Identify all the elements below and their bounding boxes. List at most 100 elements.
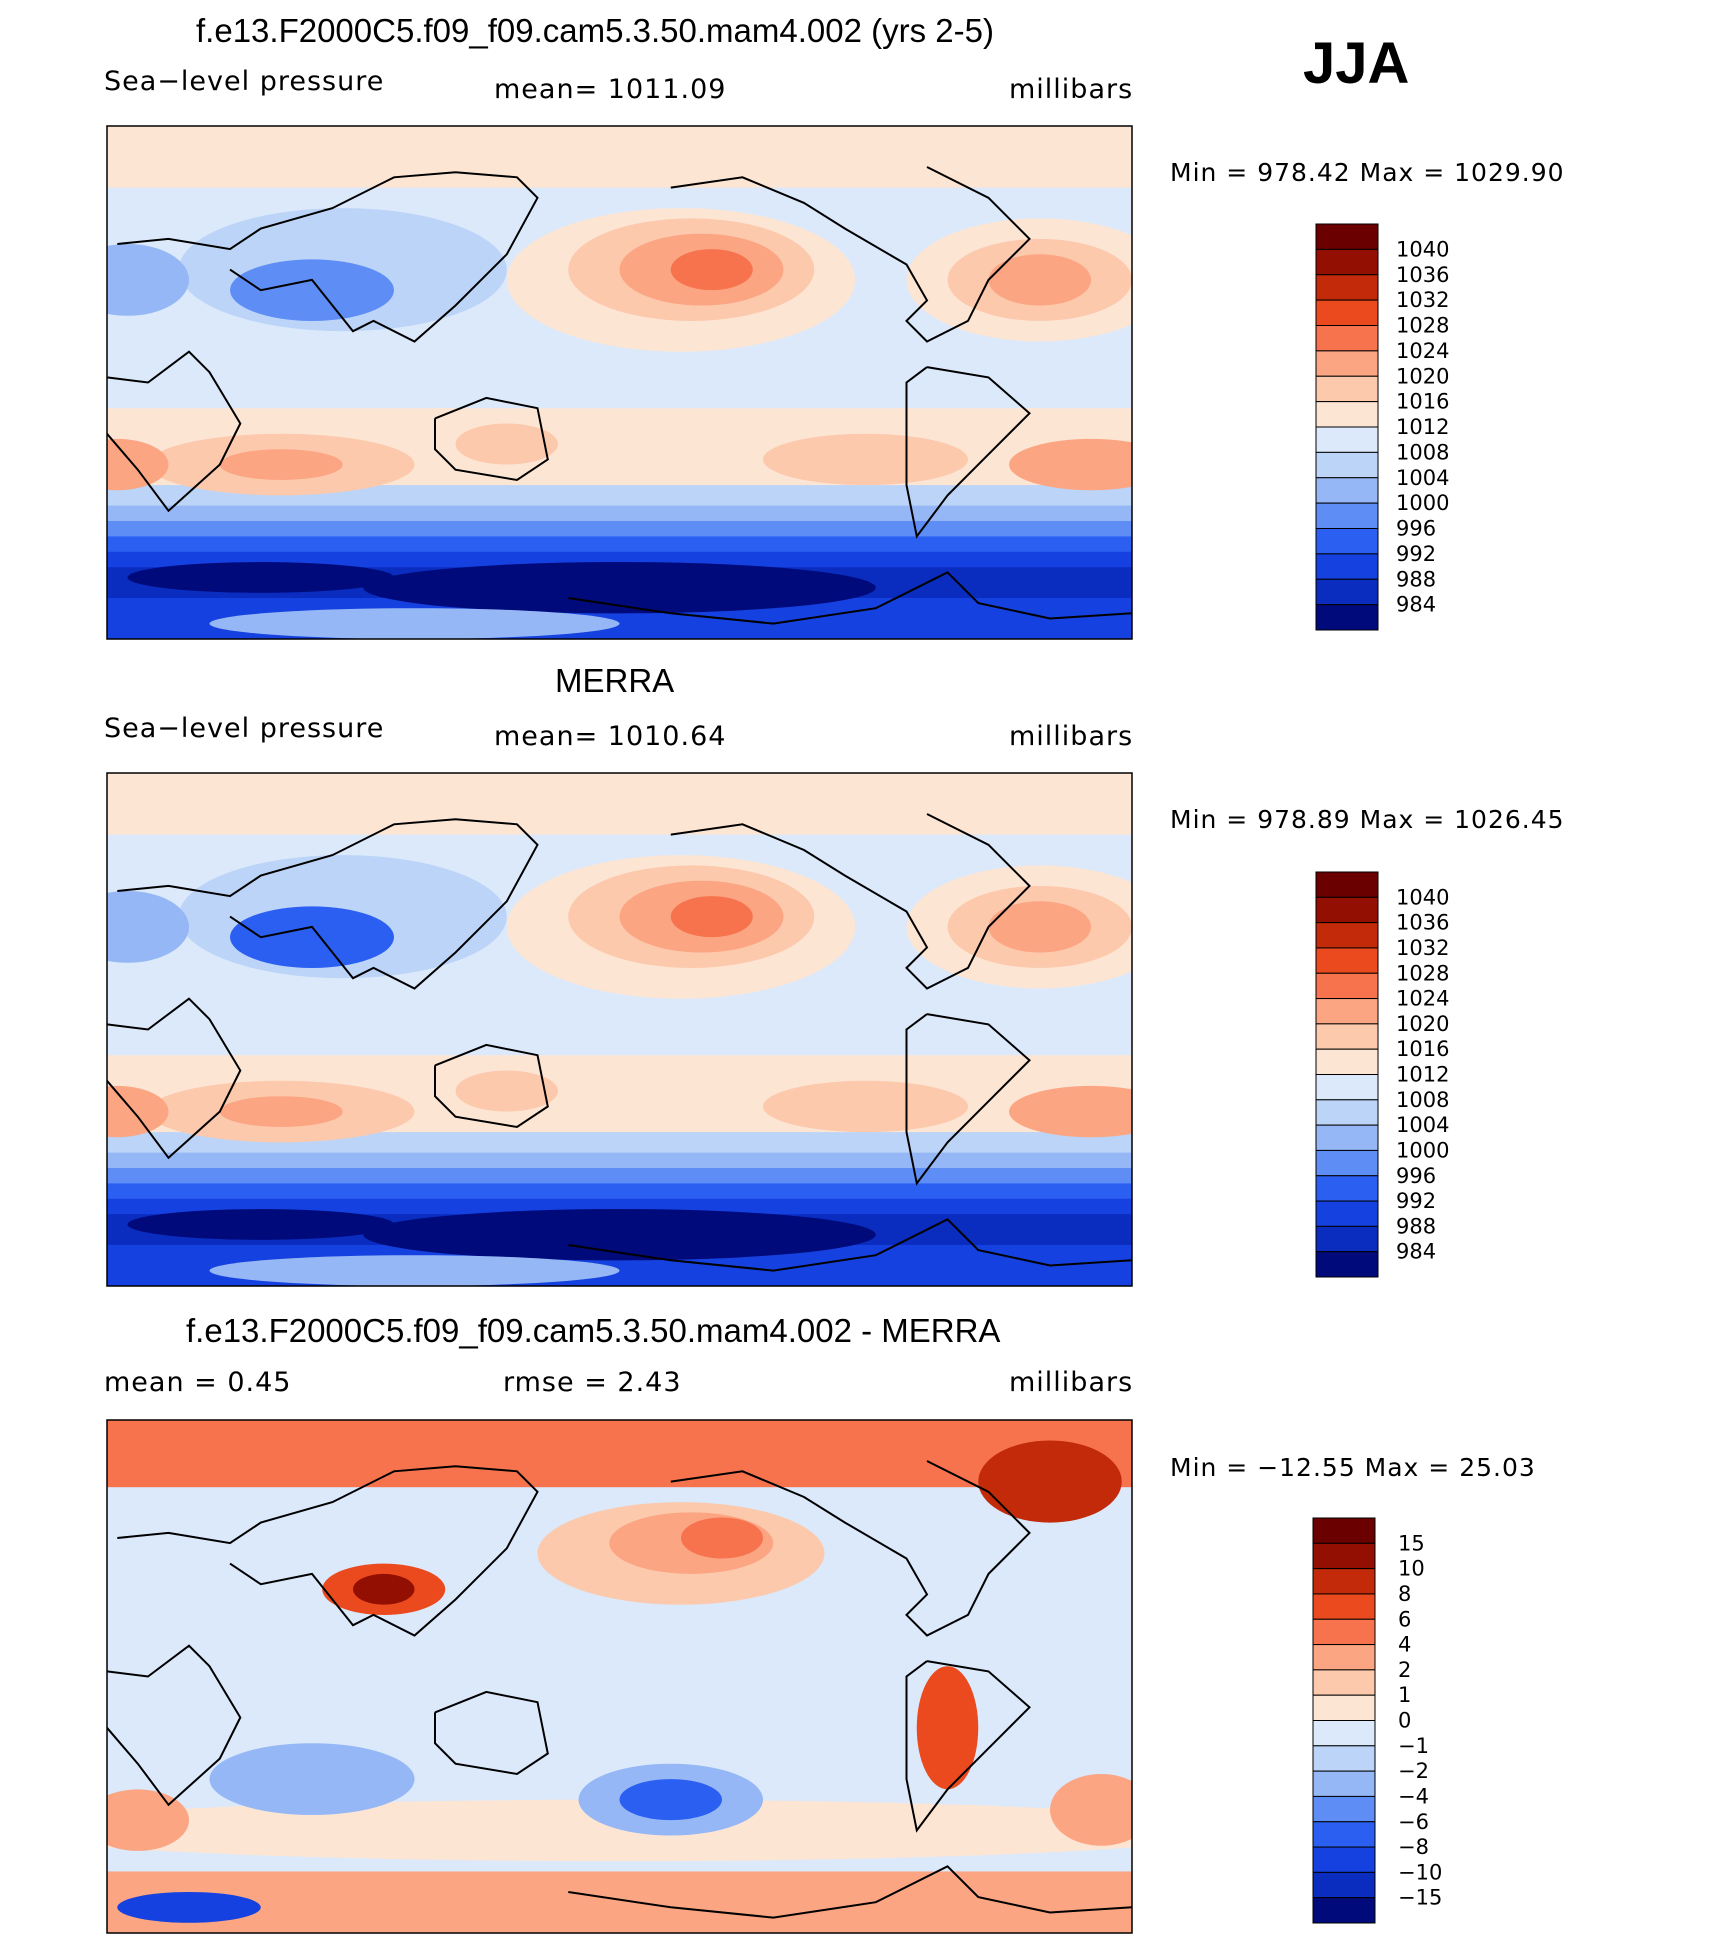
south-pacific-high: [763, 1080, 968, 1133]
colorbar-tick-label: 996: [1396, 1164, 1436, 1188]
south-pacific-high: [763, 433, 968, 486]
colorbar-swatch: [1312, 1669, 1376, 1696]
colorbar-swatch: [1315, 947, 1379, 974]
panel2-variable-label: Sea−level pressure: [104, 713, 385, 744]
atlantic-positive-east: [1050, 1773, 1132, 1846]
pacific-high-core: [670, 249, 753, 291]
colorbar-swatch: [1315, 274, 1379, 301]
antarctic-plateau: [209, 608, 620, 639]
tibet-core: [353, 1573, 415, 1605]
colorbar-tick-label: 1040: [1396, 885, 1449, 909]
colorbar-swatch: [1312, 1542, 1376, 1570]
colorbar-tick-label: −10: [1398, 1860, 1442, 1884]
colorbar-tick-label: 1024: [1396, 339, 1449, 363]
panel3-minmax: Min = −12.55 Max = 25.03: [1170, 1453, 1536, 1482]
colorbar-swatch: [1315, 299, 1379, 326]
colorbar-swatch: [1312, 1568, 1376, 1595]
colorbar-tick-label: 1012: [1396, 1063, 1449, 1087]
band-1008: [107, 485, 1132, 507]
colorbar-swatch: [1312, 1897, 1376, 1924]
panel3-mean-label: mean = 0.45: [104, 1367, 292, 1398]
colorbar-swatch: [1312, 1821, 1376, 1848]
colorbar-swatch: [1315, 922, 1379, 949]
coastline-south-america: [905, 366, 1031, 539]
colorbar-tick-label: 1032: [1396, 288, 1449, 312]
australia-high: [455, 1070, 558, 1112]
colorbar-tick-label: 1028: [1396, 961, 1449, 985]
colorbar-swatch: [1315, 451, 1379, 479]
deep-low: [363, 562, 876, 614]
colorbar-swatch: [1312, 1644, 1376, 1671]
band-1000: [107, 521, 1132, 537]
atlantic-positive-west: [107, 1789, 189, 1851]
colorbar-swatch: [1315, 604, 1379, 631]
coastline-north-america: [670, 1460, 1031, 1637]
season-label: JJA: [1303, 31, 1410, 96]
colorbar-tick-label: −1: [1398, 1734, 1429, 1758]
colorbar-tick-label: 2: [1398, 1658, 1411, 1682]
colorbar-1: 1040103610321028102410201016101210081004…: [1315, 223, 1449, 631]
map-frame: [106, 1419, 1133, 1934]
colorbar-tick-label: 1004: [1396, 466, 1449, 490]
colorbar-tick-label: −15: [1398, 1886, 1442, 1910]
deep-low-west: [127, 562, 394, 593]
colorbar-swatch: [1315, 375, 1379, 403]
colorbar-swatch: [1312, 1846, 1376, 1873]
band-992: [107, 551, 1132, 568]
colorbar-tick-label: 6: [1398, 1607, 1411, 1631]
coastline-africa: [107, 1644, 242, 1807]
south-atlantic-high: [1009, 438, 1132, 491]
colorbar-tick-label: −8: [1398, 1835, 1429, 1859]
greenland-positive: [978, 1440, 1122, 1523]
colorbar-tick-label: 984: [1396, 593, 1436, 617]
colorbar-swatch: [1315, 1225, 1379, 1253]
panel1-units-label: millibars: [1009, 74, 1134, 105]
colorbar-swatch: [1315, 1251, 1379, 1278]
colorbar-tick-label: 992: [1396, 542, 1436, 566]
coastline-eurasia: [117, 818, 539, 990]
colorbar-swatch: [1315, 401, 1379, 428]
colorbar-swatch: [1315, 248, 1379, 276]
colorbar-swatch: [1312, 1593, 1376, 1620]
colorbar-swatch: [1315, 871, 1379, 898]
coastline-eurasia: [117, 1465, 539, 1637]
panel3-title: f.e13.F2000C5.f09_f09.cam5.3.50.mam4.002…: [186, 1312, 1001, 1349]
panel1-minmax: Min = 978.42 Max = 1029.90: [1170, 158, 1565, 187]
band-1004: [107, 505, 1132, 522]
colorbar-tick-label: 8: [1398, 1582, 1411, 1606]
map-panel-3: [106, 1419, 1133, 1934]
antarctic-positive: [107, 1871, 1132, 1933]
coastline-south-america: [905, 1660, 1031, 1833]
band-992: [107, 1198, 1132, 1215]
colorbar-swatch: [1315, 1200, 1379, 1227]
colorbar-tick-label: 10: [1398, 1557, 1425, 1581]
arctic-band: [107, 126, 1132, 189]
colorbar-swatch: [1315, 1175, 1379, 1202]
panel3-rmse-label: rmse = 2.43: [503, 1367, 682, 1398]
asian-low-core: [230, 906, 394, 968]
azores-high-inner: [988, 901, 1091, 953]
colorbar-tick-label: 1000: [1396, 1138, 1449, 1162]
colorbar-tick-label: 988: [1396, 1214, 1436, 1238]
band-996: [107, 536, 1132, 553]
panel1-mean-label: mean= 1011.09: [494, 74, 727, 105]
colorbar-swatch: [1315, 223, 1379, 250]
coastline-australia: [434, 1690, 549, 1776]
colorbar-swatch: [1315, 350, 1379, 377]
panel2-units-label: millibars: [1009, 721, 1134, 752]
colorbar-tick-label: 0: [1398, 1709, 1411, 1733]
coastline-north-america: [670, 166, 1031, 343]
map-panel-2: [106, 772, 1133, 1287]
colorbar-tick-label: 1028: [1396, 314, 1449, 338]
colorbar-tick-label: 1040: [1396, 237, 1449, 261]
colorbar-tick-label: 1000: [1396, 491, 1449, 515]
colorbar-tick-label: 988: [1396, 567, 1436, 591]
colorbar-tick-label: 1032: [1396, 936, 1449, 960]
coastline-australia: [434, 396, 549, 482]
colorbar-swatch: [1315, 1048, 1379, 1075]
panel2-mean-label: mean= 1010.64: [494, 721, 727, 752]
coastline-africa: [107, 350, 242, 513]
band-1004: [107, 1152, 1132, 1169]
